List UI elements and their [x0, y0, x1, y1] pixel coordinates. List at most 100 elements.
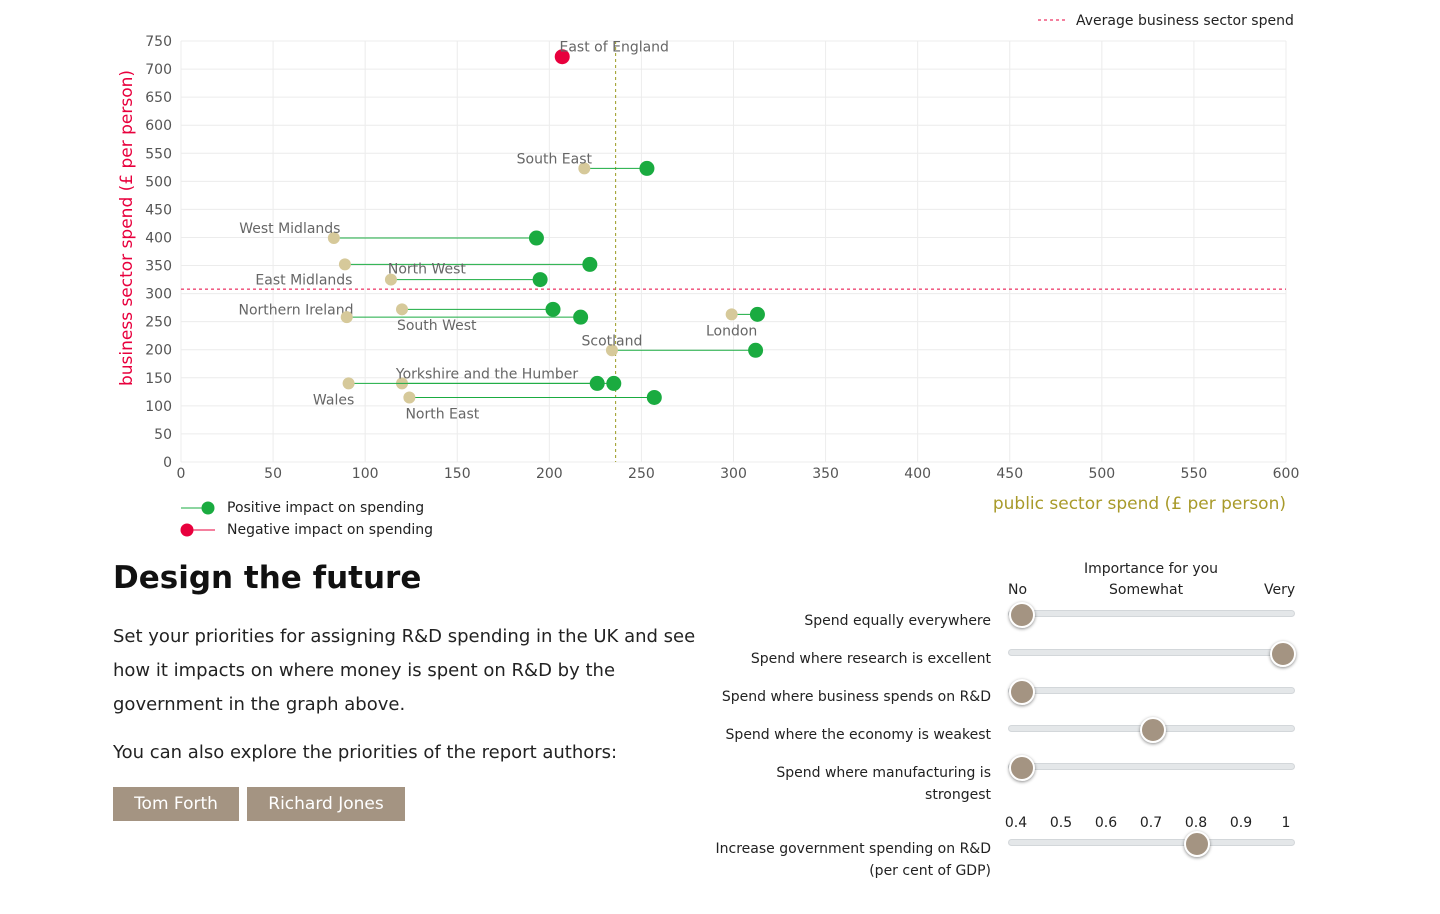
y-tick-label: 450	[145, 202, 172, 218]
chart-marks: East of England South East West Midlands No…	[238, 40, 765, 422]
y-tick-label: 300	[145, 287, 172, 303]
legend-negative-marker	[180, 523, 194, 537]
slider-thumb-excellent[interactable]	[1270, 641, 1296, 667]
scale-label-somewhat: Somewhat	[1109, 582, 1184, 598]
slider-track-business[interactable]	[1008, 679, 1295, 705]
gdp-slider-track[interactable]	[1008, 831, 1295, 857]
y-tick-label: 750	[145, 34, 172, 50]
x-axis-title: public sector spend (£ per person)	[993, 494, 1286, 514]
region-point-west-midlands	[528, 230, 544, 246]
axis-ticks: 0 50 100 150 200 250 300 350 400 450 500 550 600 0 50 1…	[145, 34, 1299, 482]
y-axis-title: business sector spend (£ per person)	[117, 70, 137, 386]
region-origin-london	[725, 308, 738, 321]
region-label-yorkshire-and-the-humber: Yorkshire and the Humber	[395, 366, 578, 382]
legend-positive-label: Positive impact on spending	[227, 500, 424, 516]
gdp-tick-label: 0.5	[1049, 815, 1073, 831]
slider-label-excellent: Spend where research is excellent	[750, 651, 991, 667]
region-label-west-midlands: West Midlands	[239, 221, 340, 237]
slider-track-excellent[interactable]	[1008, 641, 1296, 667]
region-label-north-east: North East	[405, 406, 479, 422]
region-label-london: London	[706, 323, 757, 339]
slider-thumb-manufacturing[interactable]	[1009, 755, 1035, 781]
slider-track-manufacturing[interactable]	[1008, 755, 1295, 781]
y-tick-label: 50	[154, 427, 172, 443]
region-point-south-west	[573, 309, 589, 325]
region-point-wales	[589, 375, 605, 391]
slider-track-economy[interactable]	[1008, 717, 1295, 743]
reference-lines	[181, 41, 1286, 462]
scale-label-very: Very	[1264, 582, 1296, 598]
gdp-tick-label: 0.8	[1184, 815, 1208, 831]
region-origin-scotland	[605, 344, 618, 357]
region-label-south-west: South West	[397, 318, 477, 334]
authors-prompt: You can also explore the priorities of t…	[113, 742, 618, 763]
gdp-tick-label: 0.4	[1004, 815, 1028, 831]
y-tick-label: 100	[145, 399, 172, 415]
slider-thumb-business[interactable]	[1009, 679, 1035, 705]
y-tick-label: 700	[145, 62, 172, 78]
legend-average-business-label: Average business sector spend	[1076, 13, 1294, 29]
region-label-northern-ireland: Northern Ireland	[238, 302, 353, 318]
region-point-north-west	[582, 256, 598, 272]
region-origin-east-midlands	[384, 273, 397, 286]
x-tick-label: 200	[536, 466, 563, 482]
author-button-richard-jones[interactable]: Richard Jones	[247, 787, 405, 821]
region-point-south-east	[639, 160, 655, 176]
region-origin-south-east	[578, 162, 591, 175]
regional-rd-chart: 0 50 100 150 200 250 300 350 400 450 500 550 600 0 50 1…	[117, 13, 1299, 538]
y-tick-label: 0	[163, 455, 172, 471]
x-tick-label: 550	[1181, 466, 1208, 482]
region-origin-north-east	[403, 391, 416, 404]
slider-track-equal[interactable]	[1008, 602, 1295, 628]
x-tick-label: 150	[444, 466, 471, 482]
gdp-tick-label: 1	[1281, 815, 1291, 831]
region-origin-north-west	[338, 258, 351, 271]
y-tick-label: 200	[145, 343, 172, 359]
region-label-east-midlands: East Midlands	[255, 273, 352, 289]
x-tick-label: 300	[720, 466, 747, 482]
y-tick-label: 350	[145, 259, 172, 275]
slider-label-business: Spend where business spends on R&D	[721, 689, 991, 705]
y-tick-label: 150	[145, 371, 172, 387]
region-origin-west-midlands	[327, 232, 340, 245]
x-tick-label: 500	[1088, 466, 1115, 482]
author-button-tom-forth[interactable]: Tom Forth	[113, 787, 239, 821]
x-tick-label: 250	[628, 466, 655, 482]
region-label-wales: Wales	[313, 392, 354, 408]
gdp-slider-thumb[interactable]	[1184, 831, 1210, 857]
region-label-scotland: Scotland	[582, 333, 643, 349]
gdp-tick-label: 0.6	[1094, 815, 1118, 831]
x-tick-label: 450	[996, 466, 1023, 482]
region-point-east-midlands	[532, 272, 548, 288]
x-tick-label: 0	[177, 466, 186, 482]
region-point-yorkshire-and-the-humber	[606, 375, 622, 391]
legend-positive-marker	[201, 501, 215, 515]
region-origin-wales	[342, 377, 355, 390]
x-tick-label: 100	[352, 466, 379, 482]
scale-label-no: No	[1008, 582, 1028, 598]
region-label-east-of-england: East of England	[560, 40, 669, 56]
x-tick-label: 50	[264, 466, 282, 482]
slider-label-economy: Spend where the economy is weakest	[725, 727, 991, 743]
importance-title: Importance for you	[1083, 561, 1219, 577]
region-origin-south-west	[340, 311, 353, 324]
region-point-north-east	[646, 389, 662, 405]
x-tick-label: 600	[1273, 466, 1300, 482]
y-tick-label: 600	[145, 118, 172, 134]
gdp-tick-label: 0.7	[1139, 815, 1163, 831]
section-intro: Set your priorities for assigning R&D sp…	[113, 626, 696, 715]
slider-thumb-economy[interactable]	[1139, 717, 1166, 743]
y-tick-label: 250	[145, 315, 172, 331]
region-origin-northern-ireland	[396, 303, 408, 316]
slider-thumb-equal[interactable]	[1009, 602, 1035, 628]
region-point-scotland	[748, 342, 764, 358]
y-tick-label: 400	[145, 230, 172, 246]
y-tick-label: 550	[145, 146, 172, 162]
region-label-south-east: South East	[517, 151, 593, 167]
x-tick-label: 400	[904, 466, 931, 482]
legend-negative: Negative impact on spending	[180, 522, 433, 538]
y-tick-label: 650	[145, 90, 172, 106]
region-point-london	[749, 306, 765, 322]
region-label-north-west: North West	[388, 261, 467, 277]
slider-label-manufacturing: Spend where manufacturing is strongest	[776, 765, 991, 803]
